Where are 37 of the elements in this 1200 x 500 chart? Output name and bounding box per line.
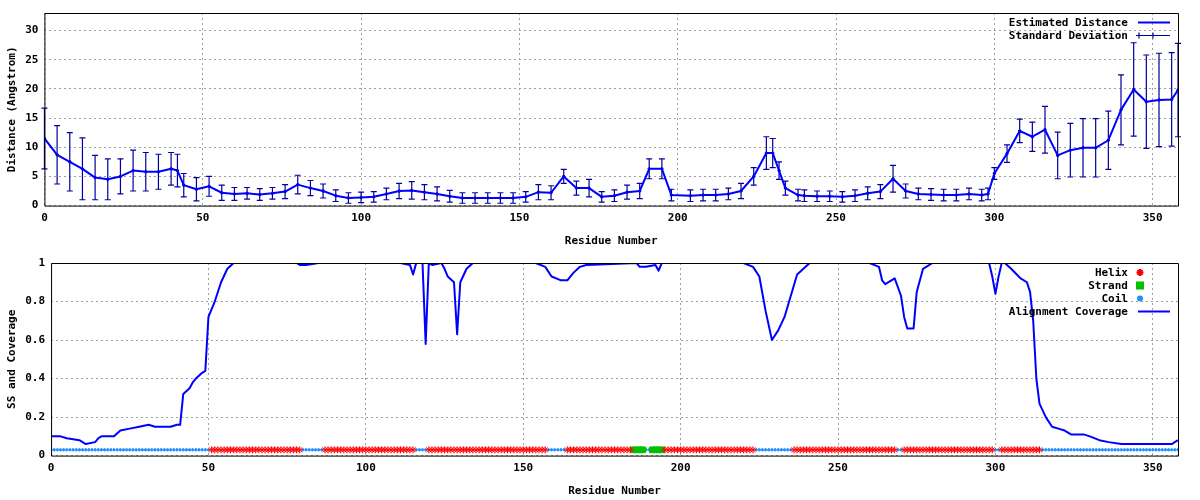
legend-label: Coil <box>1101 292 1128 305</box>
x-tick-label: 350 <box>1142 461 1163 475</box>
y-tick-label: 0.2 <box>25 409 46 423</box>
y-tick-label: 0 <box>31 198 39 212</box>
y-tick-label: 25 <box>25 52 39 66</box>
x-tick-label: 300 <box>984 211 1005 225</box>
y-tick-label: 0 <box>38 448 46 462</box>
y-tick-label: 0.8 <box>25 294 46 308</box>
x-tick-label: 150 <box>513 461 534 475</box>
x-tick-label: 100 <box>355 461 376 475</box>
x-tick-label: 200 <box>667 211 688 225</box>
x-tick-label: 150 <box>509 211 530 225</box>
y-tick-label: 0.4 <box>25 371 46 385</box>
x-tick-label: 200 <box>670 461 691 475</box>
x-tick-label: 0 <box>47 461 55 475</box>
legend-label: Strand <box>1088 279 1128 292</box>
legend-label: Helix <box>1094 266 1128 279</box>
x-tick-label: 300 <box>985 461 1006 475</box>
y-tick-label: 20 <box>25 81 39 95</box>
x-axis-title: Residue Number <box>564 234 658 248</box>
legend-label: Standard Deviation <box>1008 29 1128 42</box>
y-tick-label: 10 <box>25 140 39 154</box>
x-tick-label: 50 <box>201 461 216 475</box>
y-tick-label: 0.6 <box>25 332 46 346</box>
y-axis-title: SS and Coverage <box>5 309 19 409</box>
y-tick-label: 15 <box>25 110 39 124</box>
x-axis-title: Residue Number <box>568 484 662 498</box>
x-tick-label: 100 <box>351 211 372 225</box>
y-tick-label: 5 <box>31 169 39 183</box>
y-axis-title: Distance (Angstrom) <box>5 46 19 173</box>
y-tick-label: 30 <box>25 23 39 37</box>
y-tick-label: 1 <box>38 255 46 269</box>
x-tick-label: 250 <box>828 461 848 475</box>
x-tick-label: 50 <box>196 211 210 225</box>
x-tick-label: 350 <box>1142 211 1163 225</box>
x-tick-label: 250 <box>826 211 846 225</box>
legend-label: Estimated Distance <box>1008 16 1128 29</box>
